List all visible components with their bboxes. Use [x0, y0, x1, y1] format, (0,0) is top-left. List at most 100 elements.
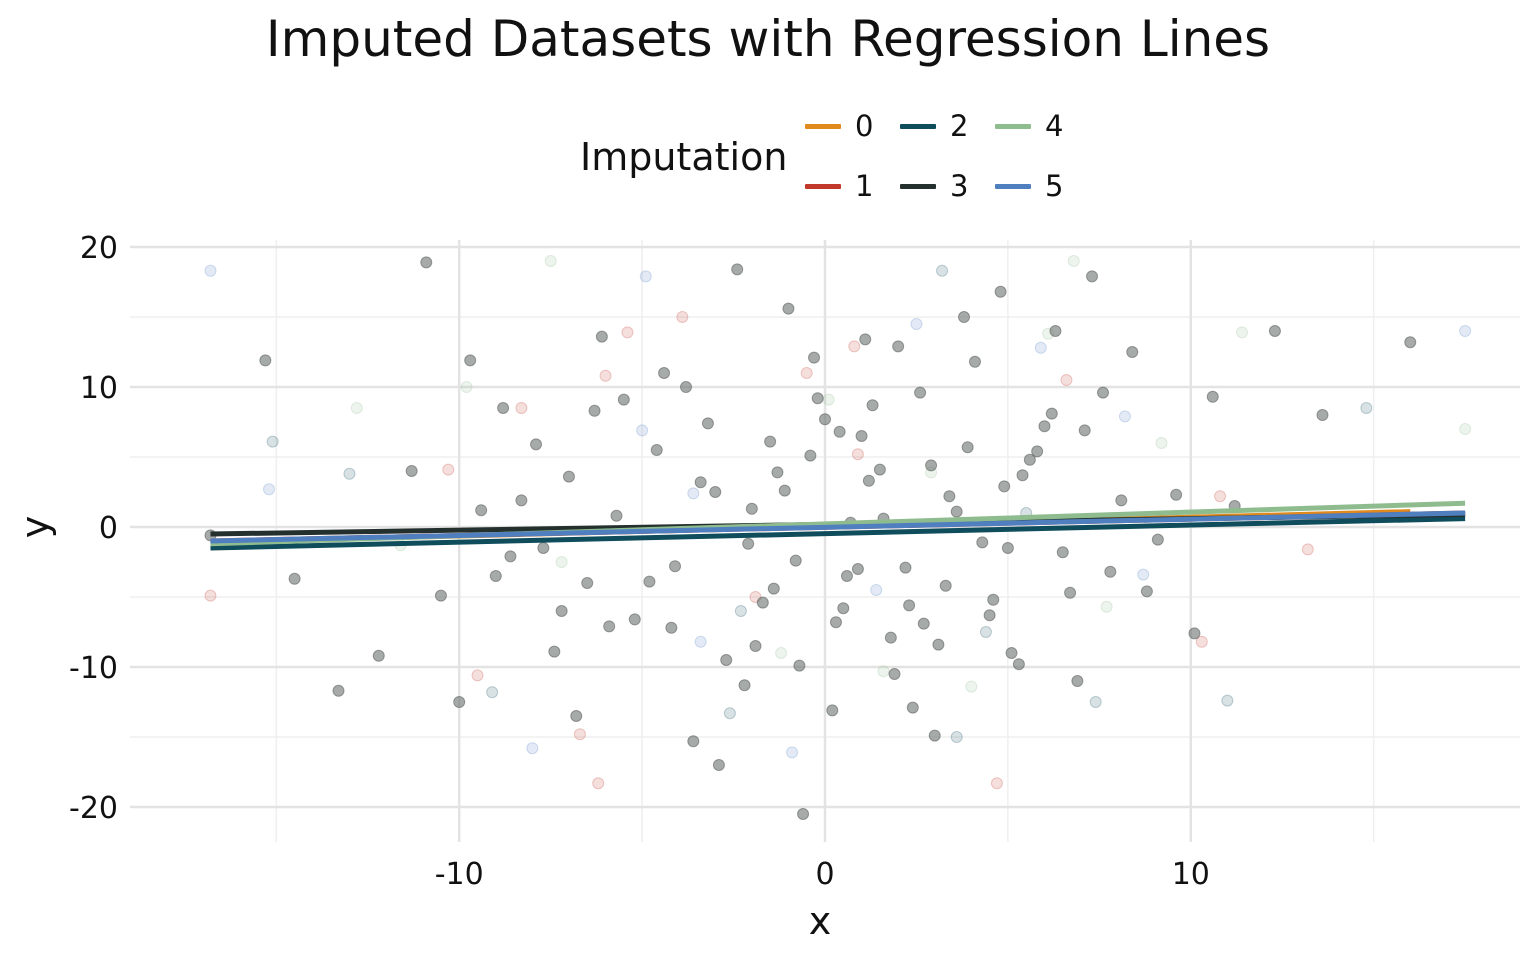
imputed-point	[723, 707, 736, 720]
observed-point	[994, 285, 1007, 298]
observed-point	[1140, 585, 1153, 598]
legend-swatch	[900, 183, 936, 189]
imputed-point	[1459, 423, 1472, 435]
observed-point	[976, 536, 989, 549]
imputed-point	[1118, 410, 1131, 423]
observed-point	[701, 417, 714, 430]
observed-point	[808, 351, 821, 364]
observed-point	[530, 438, 543, 451]
regression-line-5	[210, 510, 1466, 544]
observed-point	[892, 340, 905, 353]
legend-label: 1	[855, 169, 874, 203]
observed-point	[899, 561, 912, 574]
observed-point	[771, 466, 784, 479]
observed-point	[884, 631, 897, 644]
observed-point	[687, 735, 700, 748]
observed-point	[866, 399, 879, 412]
observed-point	[372, 649, 385, 662]
observed-point	[819, 413, 831, 426]
legend-title: Imputation	[580, 135, 788, 179]
imputed-point	[822, 393, 835, 406]
observed-point	[548, 645, 561, 658]
legend-label: 2	[950, 109, 969, 143]
imputed-point	[266, 435, 279, 448]
imputed-point	[599, 369, 612, 382]
observed-point	[497, 402, 510, 414]
observed-point	[1012, 658, 1025, 671]
observed-point	[694, 476, 707, 489]
legend-label: 5	[1045, 169, 1064, 203]
imputed-point	[1459, 325, 1472, 337]
imputed-point	[442, 463, 455, 476]
observed-point	[489, 570, 502, 582]
imputed-point	[263, 483, 275, 496]
observed-point	[259, 354, 272, 367]
observed-point	[610, 509, 623, 522]
observed-point	[833, 425, 846, 438]
legend-swatch	[805, 183, 841, 189]
observed-point	[475, 504, 488, 517]
observed-point	[1115, 494, 1128, 507]
observed-point	[738, 679, 751, 692]
y-axis-title: y	[13, 516, 57, 539]
observed-point	[789, 554, 802, 567]
observed-point	[1188, 627, 1201, 640]
observed-point	[917, 617, 930, 630]
imputed-point	[544, 255, 557, 267]
observed-point	[617, 393, 630, 406]
observed-point	[680, 381, 692, 393]
observed-point	[903, 599, 916, 612]
observed-point	[1268, 325, 1281, 337]
observed-point	[720, 654, 733, 666]
imputed-point	[460, 381, 473, 393]
imputed-point	[1089, 696, 1102, 708]
observed-point	[829, 616, 842, 629]
y-tick-label: 20	[80, 231, 118, 266]
imputed-point	[990, 777, 1003, 790]
observed-point	[983, 609, 996, 622]
observed-point	[932, 638, 945, 651]
observed-point	[453, 696, 466, 708]
imputed-point	[515, 402, 528, 414]
imputed-point	[1301, 543, 1314, 556]
observed-point	[928, 729, 941, 742]
observed-point	[434, 589, 447, 602]
observed-point	[595, 330, 608, 343]
imputed-point	[877, 665, 890, 678]
observed-point	[628, 613, 641, 626]
imputed-point	[848, 340, 861, 353]
observed-point	[405, 465, 418, 477]
observed-point	[709, 486, 722, 498]
observed-point	[1151, 533, 1164, 546]
imputed-point	[1100, 600, 1113, 613]
imputed-point	[1137, 568, 1150, 581]
observed-point	[555, 605, 568, 617]
y-tick-label: 0	[99, 511, 118, 546]
observed-point	[943, 490, 956, 503]
observed-point	[1170, 488, 1183, 501]
legend-swatch	[805, 123, 841, 129]
observed-point	[1126, 346, 1139, 358]
imputed-point	[1060, 374, 1073, 386]
legend-label: 3	[950, 169, 969, 203]
y-tick-label: -10	[69, 651, 118, 686]
observed-point	[1097, 386, 1109, 399]
observed-point	[515, 494, 528, 507]
imputed-point	[676, 311, 689, 323]
legend-item: 5	[995, 169, 1063, 203]
observed-point	[1064, 586, 1077, 599]
observed-point	[1316, 409, 1329, 421]
observed-point	[797, 808, 810, 820]
observed-point	[811, 392, 824, 405]
imputed-point	[343, 467, 356, 480]
observed-point	[855, 430, 868, 442]
imputed-point	[1155, 437, 1168, 449]
imputed-point	[639, 270, 652, 283]
imputed-point	[1214, 490, 1227, 503]
observed-point	[745, 502, 758, 515]
imputed-point	[204, 589, 217, 602]
observed-point	[504, 550, 517, 563]
observed-point	[332, 684, 345, 697]
observed-point	[420, 256, 433, 269]
